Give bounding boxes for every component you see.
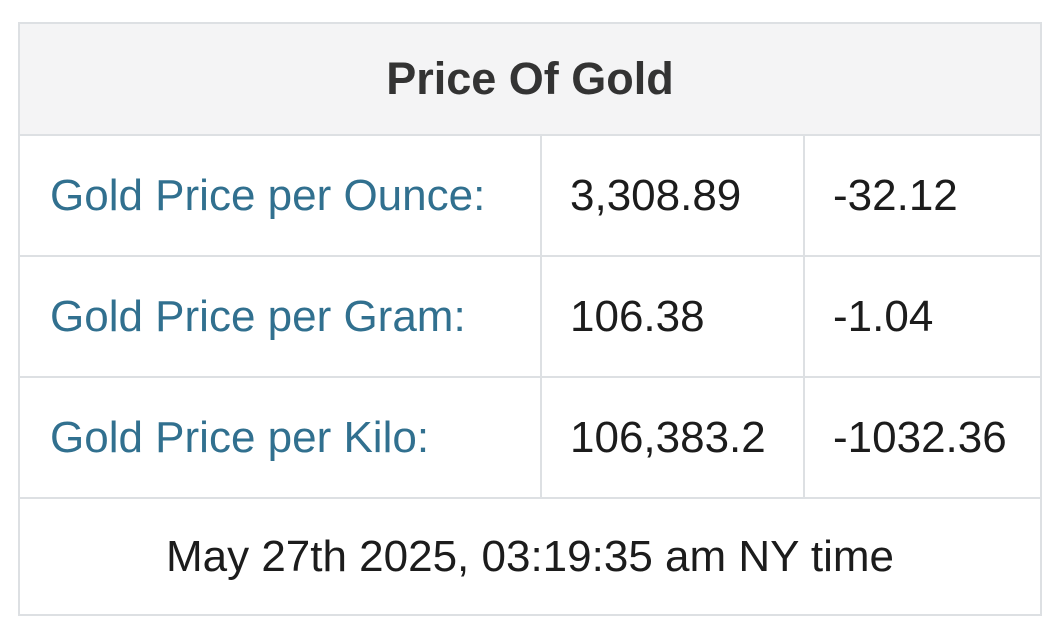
table-title: Price Of Gold bbox=[17, 22, 1043, 136]
label-cell-gram: Gold Price per Gram: bbox=[18, 255, 542, 378]
gold-price-per-kilo-link[interactable]: Gold Price per Kilo: bbox=[50, 412, 430, 462]
table-footer-row: May 27th 2025, 03:19:35 am NY time bbox=[17, 497, 1043, 616]
gold-price-per-ounce-link[interactable]: Gold Price per Ounce: bbox=[50, 170, 486, 220]
table-row-kilo: Gold Price per Kilo: 106,383.2 -1032.36 bbox=[18, 376, 1043, 499]
label-cell-ounce: Gold Price per Ounce: bbox=[18, 134, 542, 257]
timestamp: May 27th 2025, 03:19:35 am NY time bbox=[17, 497, 1043, 616]
gram-price-value: 106.38 bbox=[540, 255, 805, 378]
label-cell-kilo: Gold Price per Kilo: bbox=[18, 376, 542, 499]
kilo-change-value: -1032.36 bbox=[802, 376, 1043, 499]
kilo-price-value: 106,383.2 bbox=[540, 376, 805, 499]
gram-change-value: -1.04 bbox=[802, 255, 1043, 378]
ounce-price-value: 3,308.89 bbox=[540, 134, 805, 257]
gold-price-per-gram-link[interactable]: Gold Price per Gram: bbox=[50, 291, 466, 341]
table-row-ounce: Gold Price per Ounce: 3,308.89 -32.12 bbox=[18, 134, 1043, 257]
ounce-change-value: -32.12 bbox=[802, 134, 1043, 257]
table-row-gram: Gold Price per Gram: 106.38 -1.04 bbox=[18, 255, 1043, 378]
gold-price-table: Price Of Gold Gold Price per Ounce: 3,30… bbox=[17, 22, 1043, 616]
table-header-row: Price Of Gold bbox=[17, 22, 1043, 136]
